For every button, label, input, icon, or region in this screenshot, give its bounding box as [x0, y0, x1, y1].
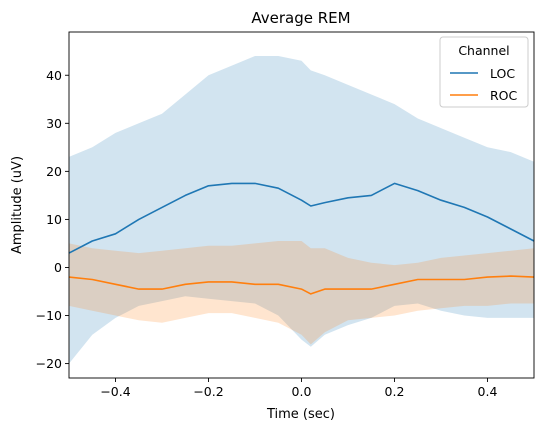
confidence-bands: [69, 56, 534, 364]
x-tick-label: −0.2: [193, 384, 223, 399]
series-lines: [68, 182, 535, 295]
y-tick-label: −10: [36, 308, 62, 323]
y-tick-label: −20: [36, 356, 62, 371]
y-tick-label: 10: [46, 212, 62, 227]
y-tick-label: 20: [46, 164, 62, 179]
y-axis-label: Amplitude (uV): [10, 156, 25, 254]
legend-label-loc: LOC: [490, 66, 515, 81]
x-axis-label: Time (sec): [266, 407, 335, 422]
x-tick-label: −0.4: [100, 384, 130, 399]
x-axis-ticks: −0.4 −0.2 0.0 0.2 0.4: [100, 378, 497, 399]
chart-title: Average REM: [251, 9, 350, 27]
y-tick-label: 0: [54, 260, 62, 275]
legend-box: [439, 36, 529, 108]
legend-title: Channel: [458, 43, 509, 58]
y-axis-ticks: −20 −10 0 10 20 30 40: [36, 68, 69, 371]
series-line-roc: [68, 275, 535, 295]
y-tick-label: 30: [46, 116, 62, 131]
band-roc: [69, 241, 534, 345]
series-line-loc: [68, 182, 535, 254]
band-loc: [69, 56, 534, 364]
x-tick-label: 0.2: [385, 384, 405, 399]
x-tick-label: 0.4: [478, 384, 498, 399]
legend: Channel LOC ROC: [439, 36, 529, 108]
legend-label-roc: ROC: [490, 88, 518, 103]
y-tick-label: 40: [46, 68, 62, 83]
x-tick-label: 0.0: [292, 384, 312, 399]
